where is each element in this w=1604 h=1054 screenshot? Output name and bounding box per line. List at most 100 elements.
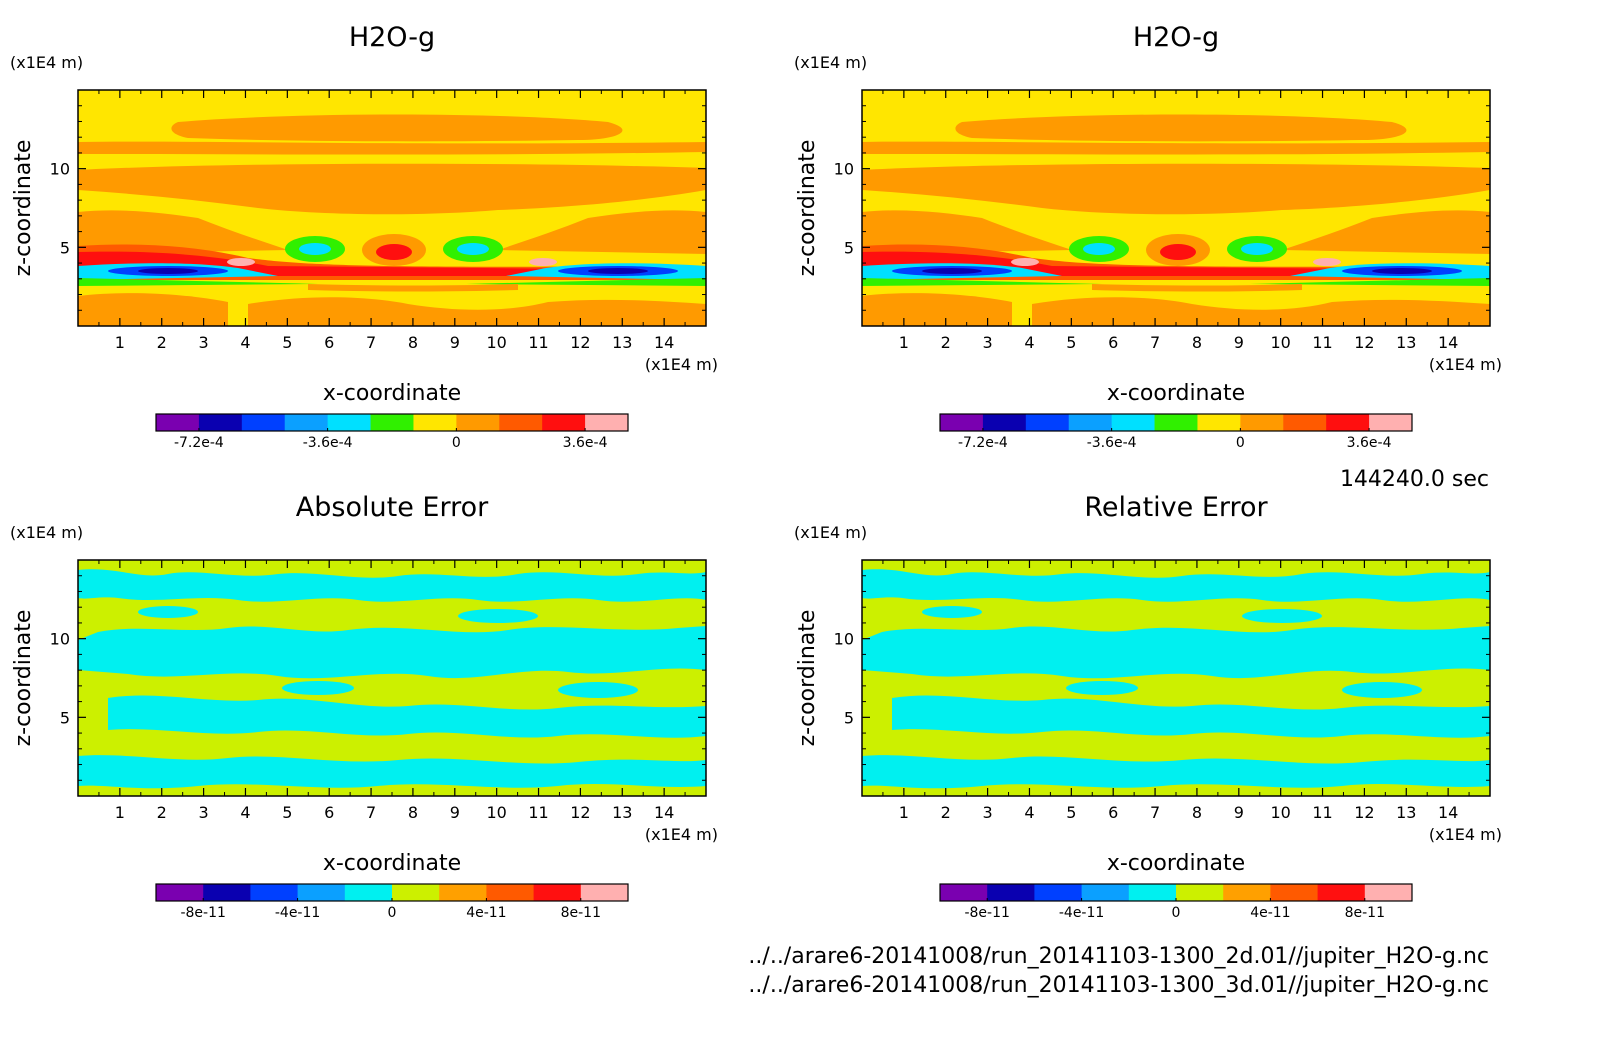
colorbar-swatch: [1081, 884, 1130, 901]
chart-title: Absolute Error: [296, 492, 489, 523]
x-tick-label: 8: [1192, 333, 1202, 352]
colorbar-swatch: [284, 414, 329, 431]
colorbar-swatch: [1223, 884, 1271, 901]
y-tick-label: 5: [60, 238, 70, 257]
colorbar-swatch: [370, 414, 414, 431]
colorbar-swatch: [940, 884, 988, 901]
x-tick-label: 10: [486, 803, 506, 822]
colorbar-swatch: [982, 414, 1027, 431]
x-tick-label: 6: [324, 333, 334, 352]
y-tick-label: 10: [834, 160, 854, 179]
colorbar-swatch: [1317, 884, 1366, 901]
x-tick-label: 12: [570, 333, 590, 352]
panel-3: Absolute Error(x1E4 m)1 2 3 4 5 6 7 8 9 10 11 12 13 1…: [10, 492, 718, 921]
x-tick-label: 8: [1192, 803, 1202, 822]
colorbar-label: -8e-11: [180, 905, 225, 921]
x-tick-label: 6: [324, 803, 334, 822]
x-tick-label: 3: [199, 803, 209, 822]
x-axis-label: x-coordinate: [323, 851, 461, 876]
colorbar-swatch: [987, 884, 1035, 901]
x-unit-label: (x1E4 m): [645, 825, 718, 844]
x-tick-label: 4: [1024, 333, 1034, 352]
x-unit-label: (x1E4 m): [645, 355, 718, 374]
colorbar-frame: [939, 413, 1413, 432]
x-tick-label: 11: [528, 333, 548, 352]
x-tick-label: 6: [1108, 333, 1118, 352]
x-tick-label: 12: [1354, 333, 1374, 352]
x-tick-label: 13: [612, 333, 632, 352]
x-tick-label: 5: [1066, 803, 1076, 822]
colorbar-label: -3.6e-4: [303, 435, 353, 451]
colorbar-label: 8e-11: [1345, 905, 1385, 921]
x-tick-label: 14: [654, 333, 674, 352]
colorbar-swatch: [1369, 414, 1413, 431]
colorbar-swatch: [156, 884, 204, 901]
y-unit-label: (x1E4 m): [10, 523, 83, 542]
x-tick-label: 14: [1438, 333, 1458, 352]
x-unit-label: (x1E4 m): [1429, 825, 1502, 844]
x-axis-label: x-coordinate: [1107, 381, 1245, 406]
y-unit-label: (x1E4 m): [10, 53, 83, 72]
y-tick-label: 10: [50, 160, 70, 179]
colorbar-label: -7.2e-4: [174, 435, 224, 451]
x-tick-label: 14: [654, 803, 674, 822]
colorbar-swatch: [1128, 884, 1177, 901]
colorbar-swatch: [156, 414, 200, 431]
contour-field: [78, 560, 706, 796]
colorbar-label: 4e-11: [1250, 905, 1290, 921]
x-tick-label: 8: [408, 333, 418, 352]
colorbar-swatch: [241, 414, 286, 431]
x-tick-label: 5: [1066, 333, 1076, 352]
x-tick-label: 3: [983, 803, 993, 822]
colorbar-swatch: [344, 884, 393, 901]
colorbar-swatch: [1270, 884, 1319, 901]
colorbar-label: -4e-11: [1059, 905, 1104, 921]
x-tick-label: 1: [899, 333, 909, 352]
x-tick-label: 5: [282, 333, 292, 352]
colorbar-swatch: [533, 884, 582, 901]
x-tick-label: 10: [1270, 803, 1290, 822]
colorbar-swatch: [1326, 414, 1370, 431]
colorbar-swatch: [542, 414, 586, 431]
colorbar-swatch: [250, 884, 299, 901]
x-tick-label: 3: [199, 333, 209, 352]
x-tick-label: 2: [157, 333, 167, 352]
x-tick-label: 10: [486, 333, 506, 352]
x-tick-label: 13: [612, 803, 632, 822]
panel-1: H2O-g(x1E4 m)1 2 3 4 5 6 7 8 9 10 11 12 13 14510(x1E4…: [10, 22, 718, 451]
colorbar-swatch: [1025, 414, 1070, 431]
x-unit-label: (x1E4 m): [1429, 355, 1502, 374]
x-tick-label: 3: [983, 333, 993, 352]
y-axis-label: z-coordinate: [795, 610, 820, 747]
colorbar-label: -4e-11: [275, 905, 320, 921]
x-tick-label: 5: [282, 803, 292, 822]
colorbar-label: -7.2e-4: [958, 435, 1008, 451]
y-tick-label: 5: [60, 708, 70, 727]
x-tick-label: 9: [1234, 803, 1244, 822]
colorbar-swatch: [1154, 414, 1198, 431]
x-tick-label: 12: [1354, 803, 1374, 822]
x-axis-label: x-coordinate: [323, 381, 461, 406]
colorbar-swatch: [297, 884, 346, 901]
x-tick-label: 9: [450, 333, 460, 352]
colorbar-swatch: [439, 884, 487, 901]
file-path-1: ../../arare6-20141008/run_20141103-1300_…: [748, 944, 1489, 969]
x-tick-label: 8: [408, 803, 418, 822]
x-tick-label: 11: [528, 803, 548, 822]
y-axis-label: z-coordinate: [11, 140, 36, 277]
x-tick-label: 11: [1312, 803, 1332, 822]
contour-field: [862, 560, 1490, 796]
colorbar-swatch: [1364, 884, 1413, 901]
chart-title: H2O-g: [1133, 22, 1219, 53]
colorbar-swatch: [203, 884, 251, 901]
y-unit-label: (x1E4 m): [794, 53, 867, 72]
x-tick-label: 2: [941, 803, 951, 822]
colorbar-frame: [155, 413, 629, 432]
x-tick-label: 7: [366, 333, 376, 352]
x-tick-label: 9: [450, 803, 460, 822]
x-tick-label: 2: [941, 333, 951, 352]
y-tick-label: 5: [844, 238, 854, 257]
x-tick-label: 14: [1438, 803, 1458, 822]
y-tick-label: 5: [844, 708, 854, 727]
